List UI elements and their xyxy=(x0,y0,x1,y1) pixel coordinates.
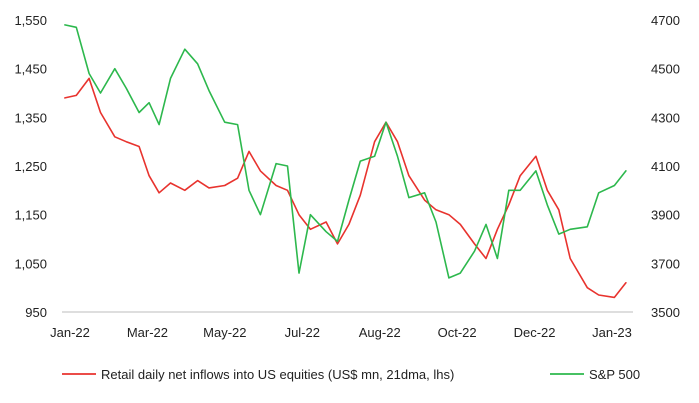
legend: Retail daily net inflows into US equitie… xyxy=(62,367,640,382)
series-line-retail-inflows xyxy=(64,77,627,299)
right-tick-label: 4500 xyxy=(651,62,680,77)
x-tick-label: Oct-22 xyxy=(438,325,477,340)
left-axis-ticks: 1,550 1,450 1,350 1,250 1,150 1,050 950 xyxy=(14,13,47,320)
left-tick-label: 1,250 xyxy=(14,159,47,174)
x-tick-label: May-22 xyxy=(203,325,246,340)
right-tick-label: 3700 xyxy=(651,256,680,271)
left-tick-label: 1,550 xyxy=(14,13,47,28)
x-tick-label: Jul-22 xyxy=(285,325,320,340)
right-axis-ticks: 4700 4500 4300 4100 3900 3700 3500 xyxy=(651,13,680,320)
x-tick-label: Dec-22 xyxy=(514,325,556,340)
x-tick-label: Jan-22 xyxy=(50,325,90,340)
left-tick-label: 1,350 xyxy=(14,110,47,125)
legend-label-sp500: S&P 500 xyxy=(589,367,640,382)
series-line-sp500 xyxy=(64,24,627,279)
right-tick-label: 4700 xyxy=(651,13,680,28)
x-tick-label: Jan-23 xyxy=(592,325,632,340)
left-tick-label: 1,450 xyxy=(14,62,47,77)
left-tick-label: 1,150 xyxy=(14,208,47,223)
x-tick-label: Aug-22 xyxy=(359,325,401,340)
right-tick-label: 3900 xyxy=(651,208,680,223)
x-axis-ticks: Jan-22 Mar-22 May-22 Jul-22 Aug-22 Oct-22 Dec-… xyxy=(50,325,632,340)
right-tick-label: 4100 xyxy=(651,159,680,174)
right-tick-label: 3500 xyxy=(651,305,680,320)
legend-label-retail-inflows: Retail daily net inflows into US equitie… xyxy=(101,367,454,382)
left-tick-label: 1,050 xyxy=(14,256,47,271)
series-layer xyxy=(64,24,627,299)
right-tick-label: 4300 xyxy=(651,110,680,125)
left-tick-label: 950 xyxy=(25,305,47,320)
x-tick-label: Mar-22 xyxy=(127,325,168,340)
